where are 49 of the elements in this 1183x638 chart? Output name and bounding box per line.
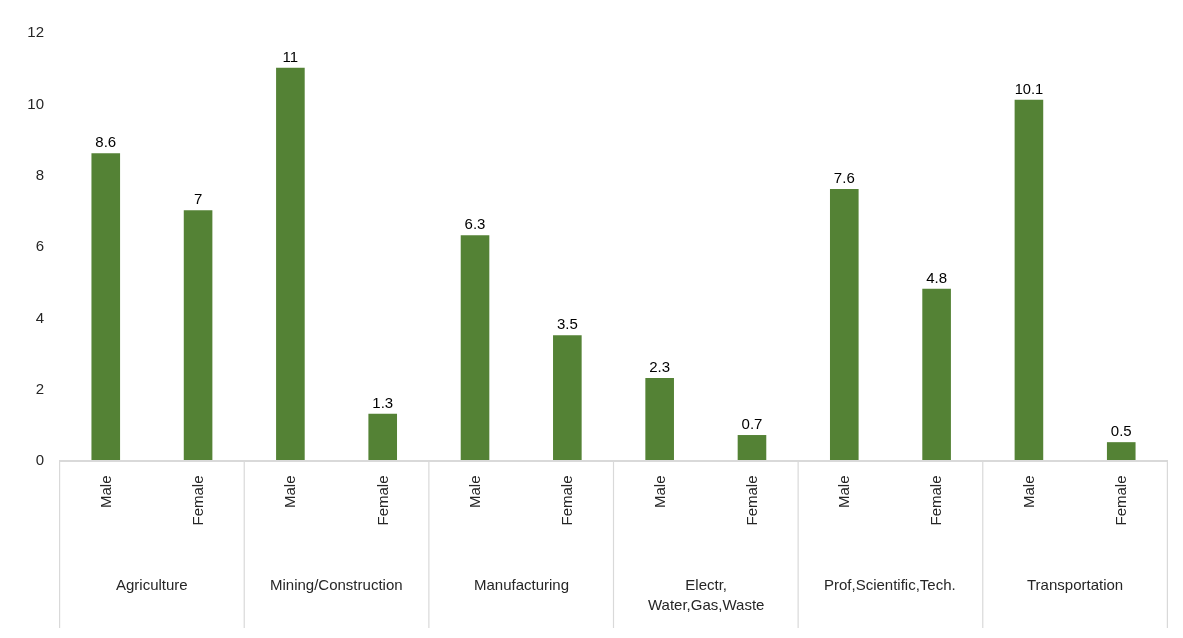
bar xyxy=(91,153,121,460)
data-label: 7 xyxy=(193,190,203,208)
y-tick-label: 6 xyxy=(35,237,44,255)
bar xyxy=(645,377,674,460)
x-tick-label: Female xyxy=(188,475,206,526)
y-tick-label: 2 xyxy=(35,379,44,397)
data-label: 10.1 xyxy=(1014,80,1044,97)
bar xyxy=(460,235,490,460)
y-tick-label: 4 xyxy=(35,308,44,326)
text: Electr, Water,Gas,Waste xyxy=(648,576,765,613)
x-tick-label: Female xyxy=(1112,475,1130,526)
y-tick-label: 8 xyxy=(35,165,44,183)
x-tick-label: Female xyxy=(742,475,760,526)
bar xyxy=(737,435,767,460)
data-label: 2.3 xyxy=(649,357,671,375)
text: Manufacturing xyxy=(474,576,570,593)
bar xyxy=(276,67,305,460)
bar xyxy=(1106,442,1136,460)
data-label: 4.8 xyxy=(926,268,948,286)
text: Agriculture xyxy=(116,576,188,593)
bar xyxy=(1014,99,1044,460)
bar xyxy=(368,413,398,460)
data-label: 3.5 xyxy=(556,315,578,333)
x-tick-label: Male xyxy=(835,475,853,509)
bar xyxy=(183,210,213,460)
x-tick-label: Male xyxy=(1019,475,1037,509)
x-tick-label: Male xyxy=(96,475,114,509)
data-label: 8.6 xyxy=(95,133,117,151)
y-tick-label: 10 xyxy=(27,94,44,112)
x-tick-label: Female xyxy=(558,475,576,526)
data-label: 7.6 xyxy=(833,168,855,186)
y-tick-label: 0 xyxy=(35,451,44,469)
x-tick-label: Male xyxy=(650,475,668,509)
data-label: 1.3 xyxy=(372,393,394,411)
text: Transportation xyxy=(1027,576,1124,593)
text: Prof,Scientific,Tech. xyxy=(824,576,956,593)
bar xyxy=(829,188,859,460)
bar xyxy=(922,288,951,460)
x-tick-label: Male xyxy=(281,475,299,509)
x-tick-label: Male xyxy=(465,475,483,509)
y-tick-label: 12 xyxy=(27,23,44,41)
data-label: 0.5 xyxy=(1110,422,1132,440)
data-label: 0.7 xyxy=(741,415,763,433)
data-label: 11 xyxy=(282,47,299,65)
bar xyxy=(553,335,582,460)
data-label: 6.3 xyxy=(464,215,486,233)
x-tick-label: Female xyxy=(373,475,391,526)
x-tick-label: Female xyxy=(927,475,945,526)
text: Mining/Construction xyxy=(270,576,403,593)
